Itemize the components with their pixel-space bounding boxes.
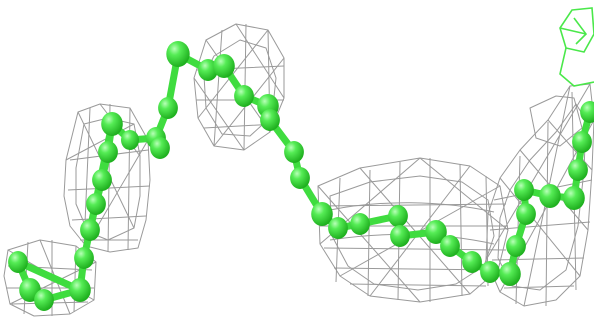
bond (14, 258, 84, 294)
atom-sphere (499, 262, 521, 286)
atom-sphere (121, 130, 139, 150)
atom-sphere (480, 261, 500, 283)
atom-sphere (506, 235, 526, 257)
atom-sphere (198, 59, 218, 81)
atom-sphere (516, 203, 536, 225)
atom-sphere (388, 205, 408, 227)
atom-sphere (440, 235, 460, 257)
atom-sphere (572, 131, 592, 153)
atom-sphere (390, 225, 410, 247)
atom-sphere (34, 289, 54, 311)
atom-sphere (158, 97, 178, 119)
atom-sphere (74, 247, 94, 269)
ligand-wireframe (559, 7, 594, 87)
atom-sphere (350, 213, 370, 235)
atom-sphere (539, 184, 561, 208)
atom-sphere (580, 101, 594, 123)
atom-sphere (69, 278, 91, 302)
atom-sphere (328, 217, 348, 239)
atom-sphere (234, 85, 254, 107)
atom-sphere (8, 251, 28, 273)
atom-sphere (284, 141, 304, 163)
atom-sphere (213, 54, 235, 78)
atom-sphere (514, 179, 534, 201)
atom-sphere (166, 41, 190, 67)
atom-sphere (86, 193, 106, 215)
atom-sphere (101, 112, 123, 136)
atom-sphere (290, 167, 310, 189)
atom-sphere (80, 219, 100, 241)
atom-sphere (311, 202, 333, 226)
atom-sphere (92, 169, 112, 191)
atom-sphere (150, 137, 170, 159)
atom-sphere (260, 109, 280, 131)
backbone-atoms (8, 41, 594, 311)
atom-sphere (568, 159, 588, 181)
atom-sphere (563, 186, 585, 210)
atom-sphere (462, 251, 482, 273)
atom-sphere (98, 141, 118, 163)
atom-sphere (425, 220, 447, 244)
